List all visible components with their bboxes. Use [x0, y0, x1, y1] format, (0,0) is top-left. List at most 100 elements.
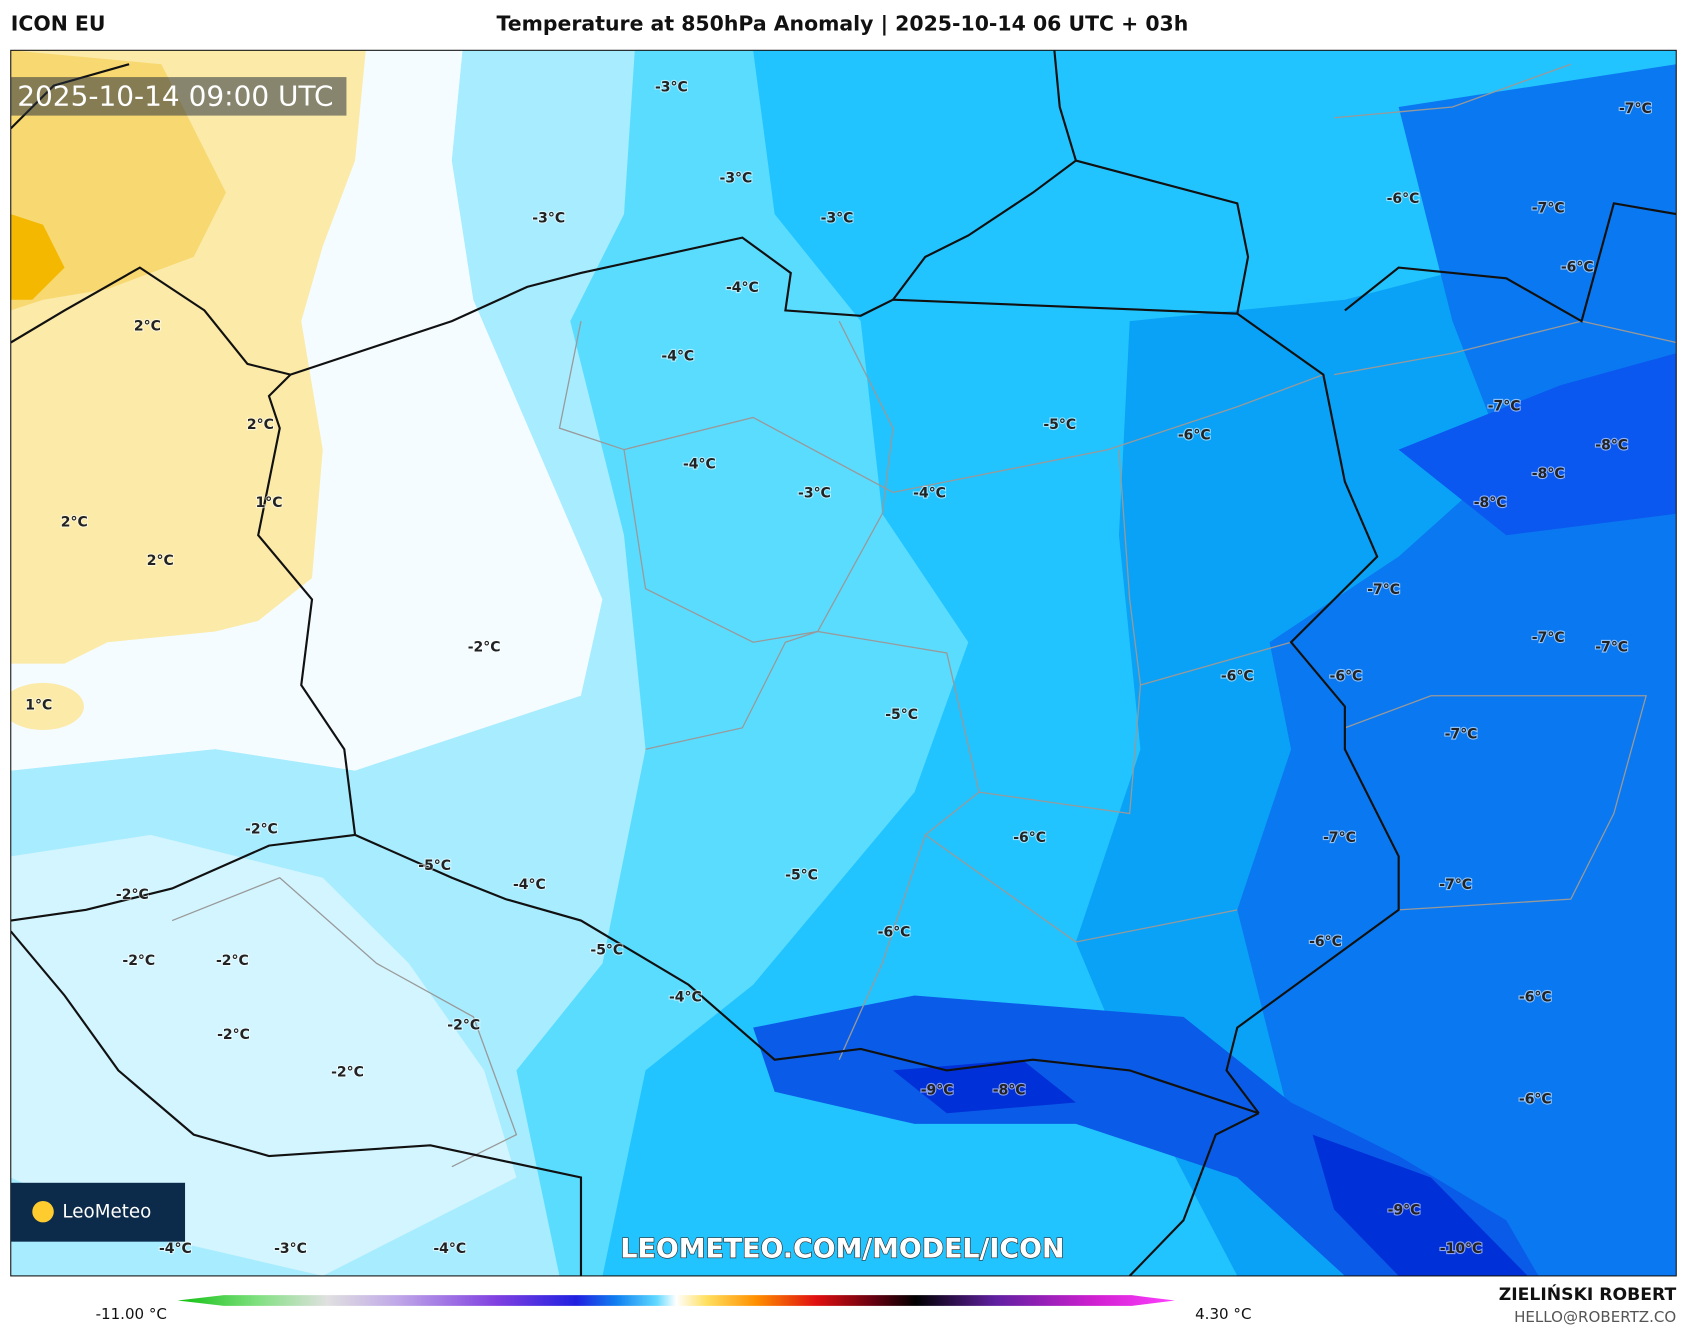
contour-label: 2°C	[247, 417, 274, 433]
contour-label: -7°C	[1367, 582, 1400, 598]
border-line	[645, 630, 818, 750]
contour-label: -8°C	[1595, 437, 1628, 453]
border-line	[817, 630, 980, 1060]
contour-label: -3°C	[274, 1241, 307, 1257]
border-line	[290, 236, 1238, 376]
border-line	[1344, 202, 1677, 323]
contour-label: -3°C	[798, 485, 831, 501]
contour-label: -5°C	[1043, 417, 1076, 433]
contour-label: -2°C	[217, 1027, 250, 1043]
border-line	[1334, 63, 1572, 119]
author: ZIELIŃSKI ROBERT	[1499, 1283, 1677, 1305]
field-band	[1312, 1134, 1528, 1276]
field-band	[1398, 353, 1677, 536]
border-line	[1128, 1112, 1260, 1276]
field-band	[892, 1059, 1076, 1114]
contour-label: 1°C	[255, 495, 282, 511]
contour-label: -5°C	[785, 868, 818, 884]
contour-label: -6°C	[1519, 1091, 1552, 1107]
logo-text: LeoMeteo	[62, 1202, 151, 1223]
contour-label: -3°C	[532, 210, 565, 226]
field-band	[10, 682, 84, 731]
border-line	[1225, 312, 1400, 1114]
contour-label: -7°C	[1619, 101, 1652, 117]
contour-label: -4°C	[661, 348, 694, 364]
contour-label: -5°C	[418, 858, 451, 874]
contour-label: 2°C	[61, 514, 88, 530]
field-band	[1398, 64, 1677, 461]
contour-label: -2°C	[245, 822, 278, 838]
contour-label: -3°C	[720, 171, 753, 187]
contour-label: -2°C	[116, 887, 149, 903]
border-line	[623, 374, 1324, 494]
contour-labels: -3°C -3°C -3°C -3°C -4°C -4°C 2°C 2°C 1°C 2°C 2°C -…	[24, 79, 1653, 1258]
border-line	[257, 373, 357, 836]
contour-label: -4°C	[726, 280, 759, 296]
border-line	[1344, 695, 1647, 911]
colorbar	[177, 1295, 1175, 1306]
border-line	[924, 834, 1238, 943]
contour-label: -10°C	[1440, 1241, 1482, 1257]
country-borders	[10, 50, 1677, 1276]
border-line	[10, 930, 583, 1276]
contour-label: -8°C	[993, 1083, 1026, 1099]
contour-label: 2°C	[147, 553, 174, 569]
colorbar-max: 4.30 °C	[1195, 1305, 1251, 1323]
contour-label: 1°C	[25, 697, 52, 713]
border-line	[354, 833, 1260, 1115]
contour-label: -4°C	[683, 457, 716, 473]
contour-label: -6°C	[1330, 669, 1363, 685]
contour-label: -6°C	[1309, 934, 1342, 950]
contour-label: -6°C	[1178, 428, 1211, 444]
contour-label: -4°C	[513, 877, 546, 893]
contour-label: -6°C	[1387, 191, 1420, 207]
contour-label: -3°C	[655, 80, 688, 96]
contour-label: -6°C	[1013, 830, 1046, 846]
contour-label: -7°C	[1323, 830, 1356, 846]
border-line	[1333, 320, 1677, 376]
time-box	[10, 77, 347, 116]
contour-label: -6°C	[1519, 990, 1552, 1006]
contour-label: -3°C	[821, 210, 854, 226]
watermark: LEOMETEO.COM/MODEL/ICON	[620, 1234, 1064, 1265]
contour-label: -2°C	[122, 953, 155, 969]
contour-label: -8°C	[1532, 466, 1565, 482]
border-line	[558, 320, 894, 643]
contour-label: -6°C	[1221, 669, 1254, 685]
border-line	[892, 50, 1078, 301]
field-band	[10, 834, 517, 1276]
contour-label: -4°C	[433, 1241, 466, 1257]
map: -3°C -3°C -3°C -3°C -4°C -4°C 2°C 2°C 1°C 2°C 2°C -…	[10, 50, 1677, 1276]
contour-label: -7°C	[1439, 877, 1472, 893]
border-line	[978, 641, 1292, 815]
field-band	[10, 214, 65, 300]
contour-label: -2°C	[216, 953, 249, 969]
contour-label: -2°C	[447, 1017, 480, 1033]
border-line	[10, 266, 291, 376]
model-name: ICON EU	[11, 12, 106, 36]
colorbar-ramp	[177, 1295, 1175, 1306]
map-frame	[10, 49, 1677, 1277]
border-line	[1118, 449, 1142, 686]
valid-time: 2025-10-14 09:00 UTC	[17, 79, 333, 112]
contour-label: -5°C	[885, 707, 918, 723]
regional-borders	[171, 63, 1677, 1168]
contour-label: -6°C	[878, 924, 911, 940]
border-line	[1075, 159, 1250, 314]
contour-label: -6°C	[1561, 260, 1594, 276]
contour-label: -4°C	[913, 485, 946, 501]
contour-label: -7°C	[1532, 630, 1565, 646]
contour-label: -4°C	[159, 1241, 192, 1257]
contour-label: -2°C	[468, 640, 501, 656]
border-line	[10, 833, 356, 922]
email: HELLO@ROBERTZ.CO	[1514, 1308, 1676, 1326]
logo-sun	[32, 1200, 54, 1223]
map-title: Temperature at 850hPa Anomaly | 2025-10-…	[497, 12, 1189, 37]
contour-label: -7°C	[1488, 399, 1521, 415]
colorbar-min: -11.00 °C	[96, 1305, 167, 1323]
contour-label: 2°C	[134, 318, 161, 334]
contour-label: -5°C	[590, 943, 623, 959]
contour-label: -2°C	[331, 1065, 364, 1081]
